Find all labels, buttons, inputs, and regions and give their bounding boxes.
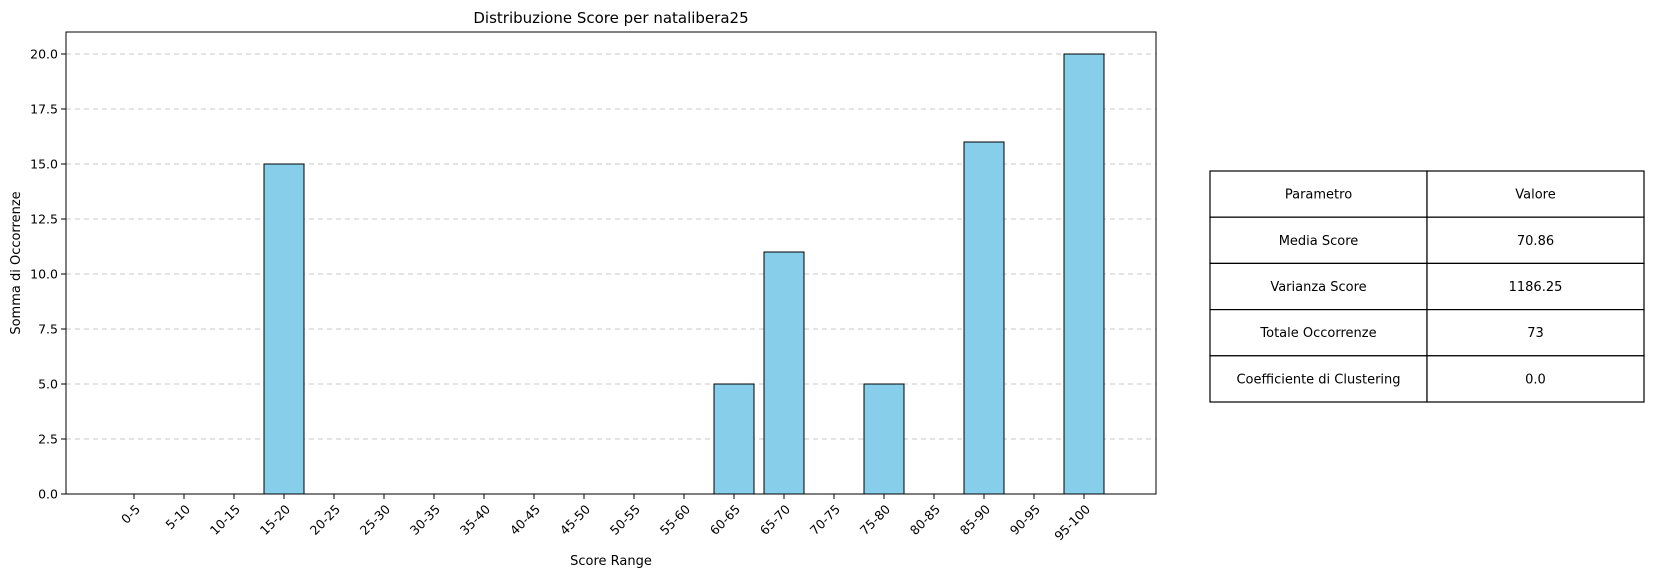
x-tick-label: 85-90	[957, 501, 993, 537]
y-axis-label: Somma di Occorrenze	[9, 191, 24, 334]
x-tick-label: 55-60	[657, 501, 693, 537]
bar-60-65	[713, 383, 755, 495]
table-header: Valore	[1515, 188, 1555, 203]
table-value: Varianza Score	[1270, 280, 1366, 295]
x-tick-label: 70-75	[807, 502, 843, 538]
bars	[263, 53, 1105, 495]
y-tick-label: 15.0	[30, 157, 58, 172]
table-cell	[1426, 309, 1645, 357]
y-tick-label: 10.0	[30, 267, 58, 282]
bar-65-70	[763, 251, 805, 495]
x-axis-ticks: 0-5 5-10 10-15 15-20 20-25 25-30 30-35 35-40 40-…	[118, 494, 1093, 543]
table-cell	[1426, 216, 1645, 264]
plot-frame	[65, 31, 1157, 495]
y-tick-label: 17.5	[30, 102, 58, 117]
bar-15-20	[263, 163, 305, 495]
table-value: 70.86	[1517, 234, 1554, 249]
x-tick-label: 95-100	[1051, 501, 1093, 543]
x-tick-label: 90-95	[1007, 502, 1043, 538]
y-tick-label: 2.5	[38, 432, 58, 447]
x-tick-label: 45-50	[557, 501, 593, 537]
y-axis-ticks: 0.0 2.5 5.0 7.5 10.0 12.5 15.0 17.5 20.0	[30, 47, 66, 502]
table-value: Media Score	[1279, 234, 1359, 249]
table-cell	[1426, 355, 1645, 403]
x-tick-label: 5-10	[162, 501, 193, 532]
table-value: 73	[1527, 326, 1544, 341]
x-tick-label: 20-25	[307, 502, 343, 538]
x-tick-label: 35-40	[457, 501, 493, 537]
stats-table: Parametro Valore Media Score 70.86 Varianza …	[1209, 170, 1645, 403]
y-tick-label: 0.0	[38, 487, 58, 502]
y-tick-label: 12.5	[30, 212, 58, 227]
x-tick-label: 15-20	[257, 501, 293, 537]
table-value: 0.0	[1525, 372, 1546, 387]
y-tick-label: 5.0	[38, 377, 58, 392]
x-tick-label: 65-70	[757, 501, 793, 537]
x-tick-label: 10-15	[207, 502, 243, 538]
table-value: Totale Occorrenze	[1259, 326, 1376, 341]
x-tick-label: 25-30	[357, 501, 393, 537]
bar-75-80	[863, 383, 905, 495]
x-tick-label: 50-55	[607, 502, 643, 538]
x-axis-label: Score Range	[570, 554, 652, 569]
bar-95-100	[1063, 53, 1105, 495]
table-value: 1186.25	[1509, 280, 1563, 295]
chart-title: Distribuzione Score per natalibera25	[473, 9, 748, 27]
table-header: Parametro	[1285, 188, 1352, 203]
y-tick-label: 7.5	[38, 322, 58, 337]
grid-lines	[66, 53, 1156, 440]
table-cell	[1209, 170, 1428, 218]
x-tick-label: 80-85	[907, 502, 943, 538]
table-value: Coefficiente di Clustering	[1236, 372, 1400, 387]
x-tick-label: 60-65	[707, 502, 743, 538]
x-tick-label: 40-45	[507, 502, 543, 538]
table-cell	[1209, 355, 1428, 403]
bar-85-90	[963, 141, 1005, 495]
table-cell	[1209, 262, 1428, 311]
x-tick-label: 30-35	[407, 502, 443, 538]
x-tick-label: 75-80	[857, 501, 893, 537]
y-tick-label: 20.0	[30, 47, 58, 62]
x-tick-label: 0-5	[118, 502, 143, 527]
